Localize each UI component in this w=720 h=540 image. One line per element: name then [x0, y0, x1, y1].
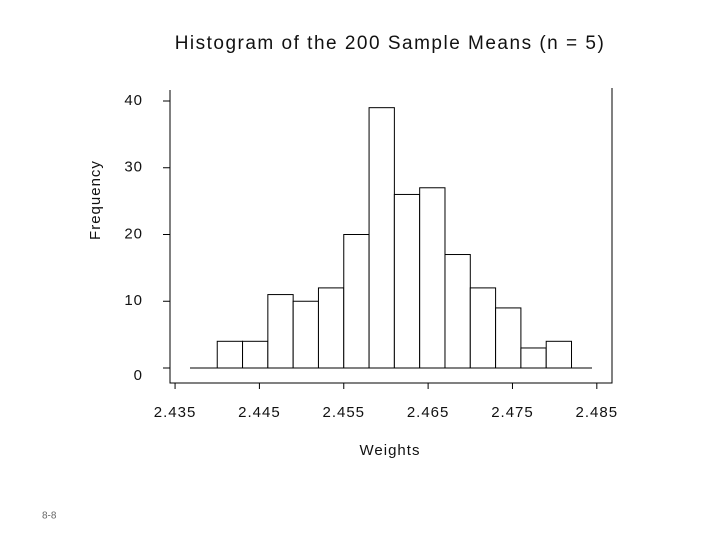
bar: [444, 254, 471, 369]
x-tick-label: 2.445: [238, 404, 281, 421]
bar: [216, 340, 244, 369]
x-tick-label: 2.435: [154, 404, 197, 421]
x-tick-label: 2.485: [576, 404, 619, 421]
x-tick-label: 2.475: [491, 404, 534, 421]
y-tick-label: 10: [124, 292, 143, 309]
y-tick-label: 30: [124, 159, 143, 176]
bar: [317, 287, 345, 369]
bar: [292, 300, 319, 369]
x-tick-label: 2.465: [407, 404, 450, 421]
y-tick-label: 0: [134, 367, 143, 384]
axis-frame: [169, 88, 613, 384]
y-tick-label: 20: [124, 225, 143, 242]
x-tick-label: 2.455: [322, 404, 365, 421]
bar: [545, 340, 573, 369]
bar: [242, 340, 269, 369]
bar: [267, 294, 294, 369]
bar: [495, 307, 522, 369]
bar: [368, 107, 395, 369]
bar: [469, 287, 497, 369]
x-axis-label: Weights: [360, 442, 421, 459]
bar: [343, 234, 370, 369]
bar: [520, 347, 547, 369]
bar: [419, 187, 446, 369]
footer: 8-8: [42, 511, 57, 522]
y-axis-label: Frequency: [87, 160, 104, 240]
bar: [393, 193, 421, 369]
chart-title: Histogram of the 200 Sample Means (n = 5…: [175, 33, 606, 54]
y-tick-label: 40: [124, 92, 143, 109]
